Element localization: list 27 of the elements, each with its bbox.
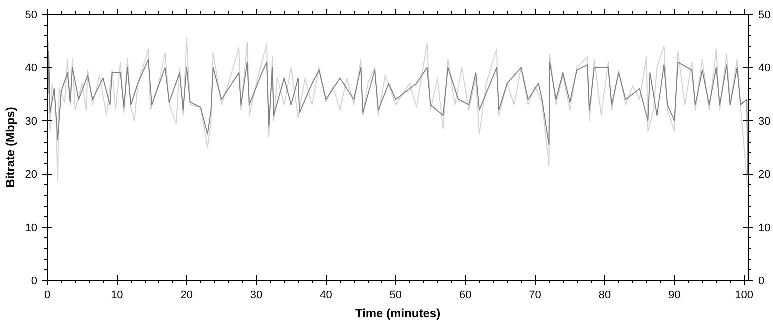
line-series — [48, 51, 748, 175]
x-tick-label: 80 — [598, 290, 612, 302]
x-tick-label: 50 — [390, 290, 402, 302]
y-axis-title: Bitrate (Mbps) — [3, 107, 18, 188]
x-tick-label: 30 — [250, 290, 263, 302]
y-tick-label: 50 — [25, 10, 38, 22]
x-tick-label: 10 — [111, 290, 124, 302]
y2-tick-label: 50 — [758, 10, 771, 22]
y2-tick-label: 20 — [758, 169, 771, 182]
x-tick-label: 90 — [668, 290, 681, 302]
x-tick-label: 40 — [320, 290, 332, 302]
y-tick-label: 0 — [31, 276, 38, 288]
y2-tick-label: 40 — [758, 62, 771, 75]
x-tick-label: 0 — [44, 290, 51, 302]
y-tick-label: 40 — [25, 62, 38, 75]
y2-tick-label: 0 — [758, 276, 765, 288]
y2-tick-label: 30 — [758, 116, 771, 128]
y-tick-label: 20 — [25, 169, 38, 182]
x-axis-title: Time (minutes) — [355, 306, 441, 320]
y2-tick-label: 10 — [758, 222, 771, 234]
x-tick-label: 70 — [529, 290, 542, 302]
x-tick-label: 20 — [180, 290, 193, 302]
line-series — [48, 38, 748, 188]
y-tick-label: 30 — [25, 116, 38, 128]
x-tick-label: 60 — [459, 290, 472, 302]
x-tick-label: 100 — [735, 290, 754, 302]
y-tick-label: 10 — [25, 222, 38, 234]
